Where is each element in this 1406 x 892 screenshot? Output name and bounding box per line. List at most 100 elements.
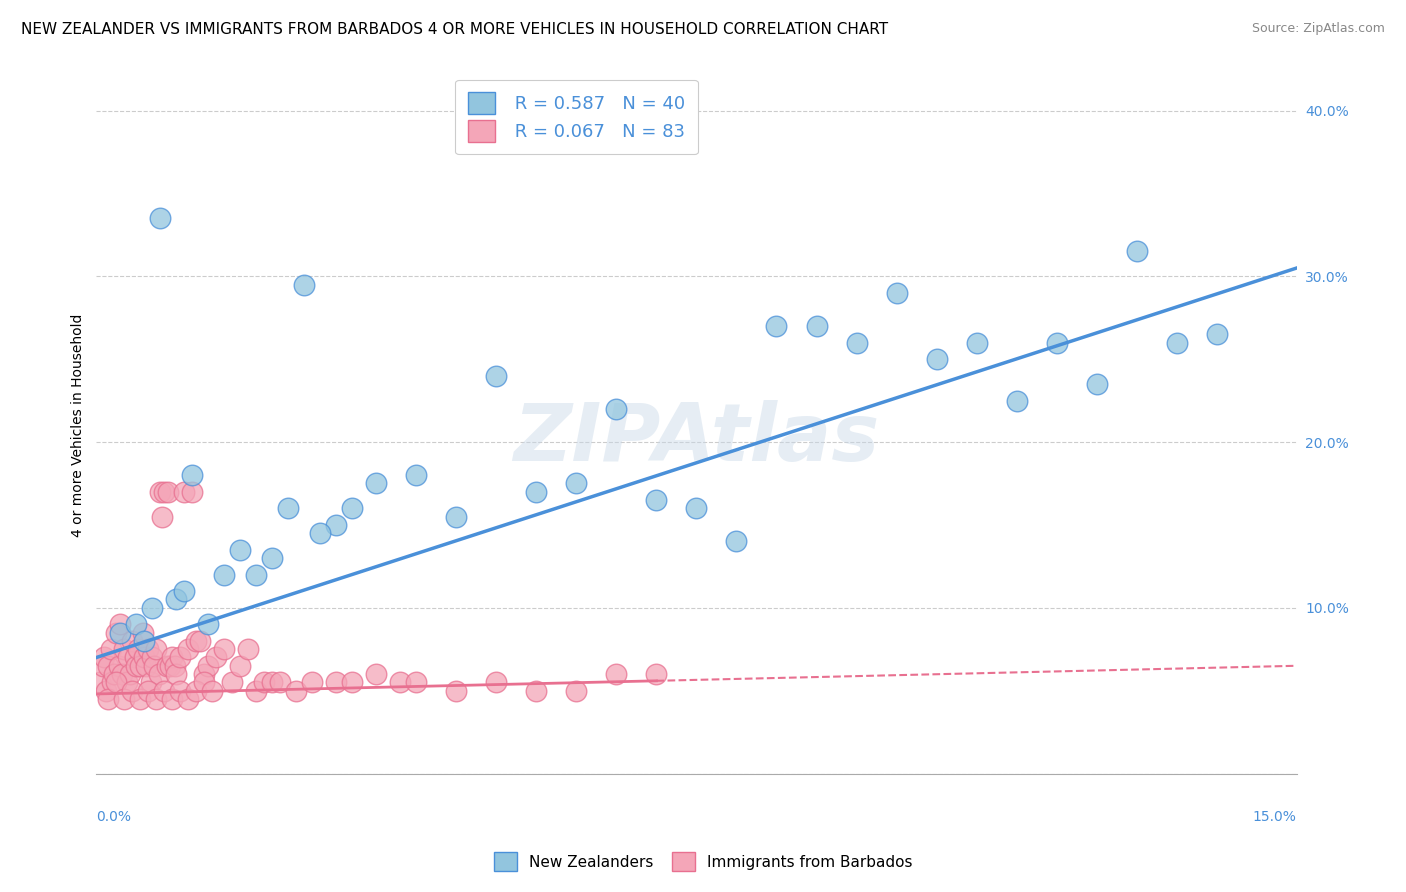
Point bbox=[145, 692, 167, 706]
Point bbox=[1166, 335, 1188, 350]
Point bbox=[565, 476, 588, 491]
Point bbox=[97, 658, 120, 673]
Point bbox=[135, 658, 157, 673]
Point bbox=[725, 534, 748, 549]
Point bbox=[645, 667, 668, 681]
Point bbox=[366, 476, 388, 491]
Point bbox=[162, 650, 184, 665]
Point bbox=[162, 692, 184, 706]
Point bbox=[177, 692, 200, 706]
Point bbox=[214, 642, 236, 657]
Point bbox=[156, 658, 179, 673]
Point bbox=[197, 617, 219, 632]
Point bbox=[129, 692, 152, 706]
Point bbox=[806, 319, 828, 334]
Point bbox=[105, 625, 128, 640]
Point bbox=[342, 675, 364, 690]
Point bbox=[149, 484, 172, 499]
Point bbox=[238, 642, 260, 657]
Point bbox=[301, 675, 323, 690]
Point bbox=[446, 683, 468, 698]
Point bbox=[111, 667, 134, 681]
Point bbox=[97, 692, 120, 706]
Point bbox=[138, 683, 160, 698]
Point bbox=[143, 658, 166, 673]
Point bbox=[89, 675, 111, 690]
Text: NEW ZEALANDER VS IMMIGRANTS FROM BARBADOS 4 OR MORE VEHICLES IN HOUSEHOLD CORREL: NEW ZEALANDER VS IMMIGRANTS FROM BARBADO… bbox=[21, 22, 889, 37]
Point bbox=[197, 658, 219, 673]
Point bbox=[485, 675, 508, 690]
Point bbox=[118, 667, 141, 681]
Point bbox=[138, 642, 160, 657]
Point bbox=[127, 642, 149, 657]
Point bbox=[285, 683, 308, 698]
Point bbox=[165, 592, 187, 607]
Text: Source: ZipAtlas.com: Source: ZipAtlas.com bbox=[1251, 22, 1385, 36]
Point bbox=[103, 667, 125, 681]
Point bbox=[149, 211, 172, 226]
Point bbox=[446, 509, 468, 524]
Point bbox=[886, 285, 908, 300]
Text: 15.0%: 15.0% bbox=[1253, 810, 1296, 824]
Point bbox=[765, 319, 787, 334]
Point bbox=[389, 675, 412, 690]
Point bbox=[485, 368, 508, 383]
Y-axis label: 4 or more Vehicles in Household: 4 or more Vehicles in Household bbox=[72, 314, 86, 537]
Point bbox=[124, 650, 146, 665]
Point bbox=[117, 650, 139, 665]
Point bbox=[112, 692, 135, 706]
Point bbox=[221, 675, 243, 690]
Point bbox=[125, 617, 148, 632]
Point bbox=[405, 675, 427, 690]
Point bbox=[366, 667, 388, 681]
Point bbox=[173, 584, 195, 599]
Point bbox=[110, 617, 132, 632]
Text: ZIPAtlas: ZIPAtlas bbox=[513, 401, 880, 478]
Point bbox=[205, 650, 228, 665]
Point bbox=[845, 335, 868, 350]
Point bbox=[157, 484, 180, 499]
Point bbox=[269, 675, 291, 690]
Point bbox=[177, 642, 200, 657]
Point bbox=[325, 675, 347, 690]
Point bbox=[277, 501, 299, 516]
Point bbox=[605, 667, 627, 681]
Point bbox=[526, 683, 548, 698]
Point bbox=[245, 567, 267, 582]
Point bbox=[245, 683, 267, 698]
Point bbox=[115, 675, 138, 690]
Point bbox=[163, 658, 186, 673]
Point bbox=[150, 509, 173, 524]
Point bbox=[325, 517, 347, 532]
Point bbox=[186, 683, 208, 698]
Point bbox=[1125, 244, 1147, 259]
Point bbox=[214, 567, 236, 582]
Point bbox=[201, 683, 224, 698]
Point bbox=[309, 526, 332, 541]
Point bbox=[526, 484, 548, 499]
Point bbox=[605, 401, 627, 416]
Point bbox=[93, 650, 115, 665]
Point bbox=[169, 650, 191, 665]
Point bbox=[153, 683, 176, 698]
Point bbox=[193, 667, 215, 681]
Point bbox=[966, 335, 988, 350]
Point bbox=[110, 625, 132, 640]
Point bbox=[193, 675, 215, 690]
Point bbox=[1045, 335, 1067, 350]
Point bbox=[229, 542, 252, 557]
Point bbox=[1005, 393, 1028, 408]
Point bbox=[153, 484, 176, 499]
Point bbox=[342, 501, 364, 516]
Point bbox=[262, 675, 284, 690]
Point bbox=[132, 625, 155, 640]
Point bbox=[141, 600, 163, 615]
Point bbox=[145, 642, 167, 657]
Point bbox=[181, 468, 204, 483]
Point bbox=[100, 642, 122, 657]
Point bbox=[94, 683, 117, 698]
Point bbox=[173, 484, 195, 499]
Point bbox=[141, 650, 163, 665]
Point bbox=[565, 683, 588, 698]
Point bbox=[190, 634, 212, 648]
